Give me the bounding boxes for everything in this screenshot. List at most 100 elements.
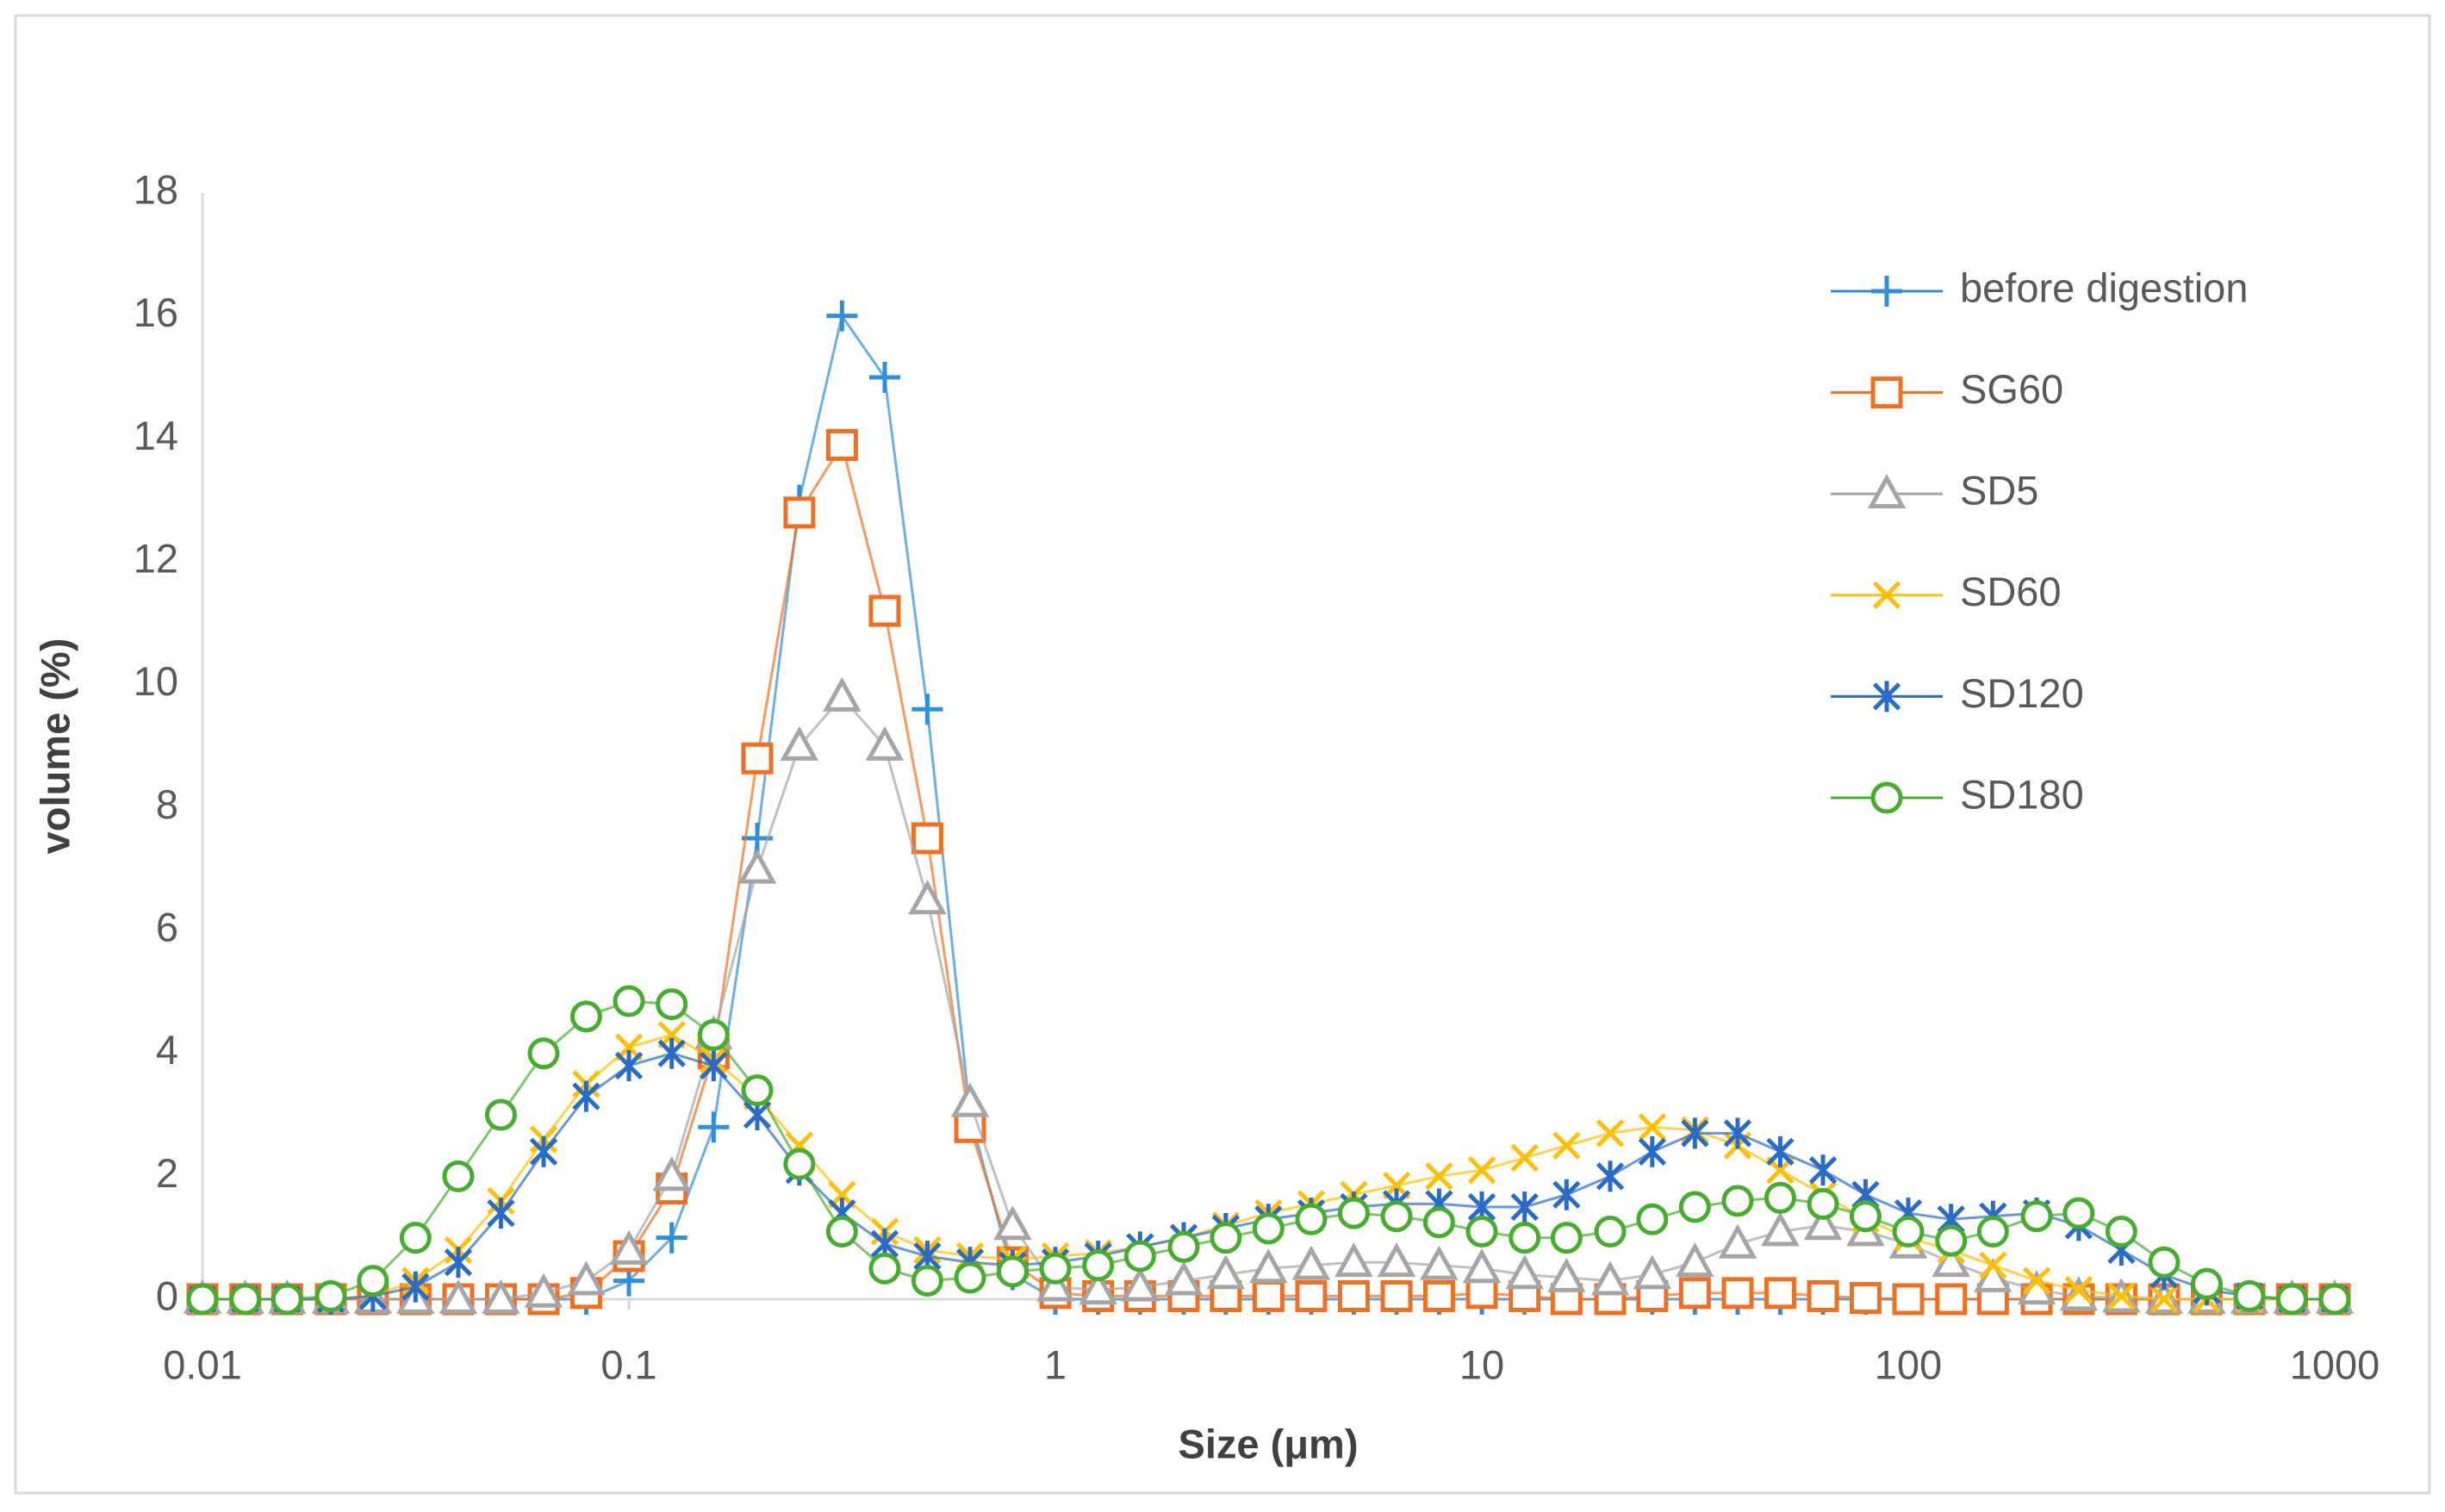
marker	[741, 1073, 774, 1106]
marker	[1807, 1187, 1839, 1220]
marker	[1337, 1197, 1370, 1229]
marker	[1377, 1242, 1416, 1278]
marker-shape	[865, 725, 905, 761]
marker	[487, 1198, 515, 1229]
marker	[567, 1260, 606, 1296]
x-tick-label: 0.01	[163, 1341, 241, 1387]
marker-shape	[1870, 376, 1903, 409]
marker	[1594, 1216, 1627, 1248]
marker	[1422, 1206, 1455, 1239]
marker	[613, 985, 645, 1017]
marker	[652, 1156, 691, 1192]
marker-shape	[1550, 1222, 1583, 1254]
marker-shape	[825, 1216, 858, 1248]
marker-stroke	[1510, 1143, 1539, 1173]
marker	[2022, 1266, 2051, 1295]
marker	[1638, 1113, 1667, 1142]
marker-shape	[1935, 1283, 1968, 1316]
marker-shape	[993, 1205, 1032, 1241]
marker	[1976, 1216, 2009, 1248]
marker-shape	[1867, 474, 1907, 509]
marker-shape	[271, 1283, 303, 1316]
marker	[1676, 1242, 1714, 1278]
marker-shape	[569, 1000, 602, 1033]
marker-shape	[2318, 1283, 2351, 1316]
marker-shape	[439, 1279, 478, 1314]
marker	[2318, 1283, 2351, 1316]
marker	[2020, 1200, 2053, 1233]
marker-shape	[1377, 1242, 1416, 1278]
marker-shape	[1380, 1200, 1413, 1233]
marker-shape	[1121, 1266, 1160, 1302]
marker-shape	[1870, 781, 1903, 814]
marker-shape	[783, 496, 816, 529]
marker	[527, 1037, 560, 1070]
marker-shape	[609, 1229, 649, 1265]
x-axis-title: Size (μm)	[1179, 1421, 1359, 1466]
marker	[2148, 1246, 2181, 1279]
marker	[271, 1283, 303, 1316]
marker-shape	[1164, 1260, 1204, 1296]
marker-shape	[1849, 1200, 1882, 1233]
marker-shape	[527, 1037, 560, 1070]
marker-stroke	[1552, 1131, 1581, 1160]
marker-shape	[1807, 1279, 1839, 1312]
y-tick-label: 0	[156, 1272, 178, 1318]
marker	[868, 594, 901, 627]
marker	[2190, 1267, 2223, 1300]
marker	[2059, 1276, 2099, 1311]
marker	[1082, 1249, 1115, 1282]
marker	[1550, 1222, 1583, 1254]
marker-shape	[780, 725, 819, 761]
legend-marker	[1870, 376, 1903, 409]
marker-shape	[1039, 1252, 1072, 1285]
x-tick-label: 0.1	[600, 1341, 656, 1387]
marker	[1295, 1203, 1328, 1235]
marker	[954, 1261, 986, 1294]
marker	[908, 880, 947, 915]
marker	[186, 1283, 219, 1316]
marker	[229, 1283, 262, 1316]
marker	[439, 1279, 478, 1314]
marker	[1252, 1279, 1285, 1312]
marker	[1718, 1223, 1758, 1259]
marker	[1036, 1266, 1075, 1302]
marker	[1337, 1279, 1370, 1312]
marker-shape	[1547, 1257, 1586, 1292]
marker-shape	[1252, 1279, 1285, 1312]
marker-shape	[823, 676, 862, 712]
marker-shape	[656, 988, 688, 1021]
marker	[1803, 1205, 1843, 1241]
marker	[1979, 1251, 2007, 1279]
marker	[1210, 1222, 1242, 1254]
marker	[1633, 1254, 1672, 1290]
marker	[657, 1037, 686, 1069]
marker-shape	[1082, 1249, 1115, 1282]
marker-shape	[950, 1082, 990, 1117]
marker	[1249, 1248, 1288, 1284]
legend-marker	[1872, 581, 1901, 609]
marker	[2105, 1216, 2137, 1248]
marker	[2107, 1282, 2136, 1310]
marker	[656, 988, 688, 1021]
marker-stroke	[1872, 581, 1901, 609]
x-tick-label: 10	[1459, 1341, 1504, 1387]
marker-stroke	[2107, 1282, 2136, 1310]
marker-shape	[1420, 1245, 1459, 1280]
marker	[1892, 1283, 1925, 1316]
legend-label: SD180	[1960, 771, 2084, 817]
marker	[1849, 1200, 1882, 1233]
marker-shape	[911, 822, 943, 855]
marker-shape	[1206, 1254, 1246, 1290]
marker	[529, 1136, 558, 1167]
marker-shape	[996, 1255, 1029, 1288]
y-tick-label: 14	[134, 413, 178, 458]
marker	[2062, 1197, 2095, 1229]
marker	[700, 1049, 728, 1081]
marker-stroke	[2149, 1285, 2179, 1314]
marker-shape	[1892, 1283, 1925, 1316]
marker	[314, 1279, 347, 1312]
marker-shape	[2020, 1200, 2053, 1233]
y-tick-label: 10	[134, 658, 178, 704]
marker	[1807, 1279, 1839, 1312]
